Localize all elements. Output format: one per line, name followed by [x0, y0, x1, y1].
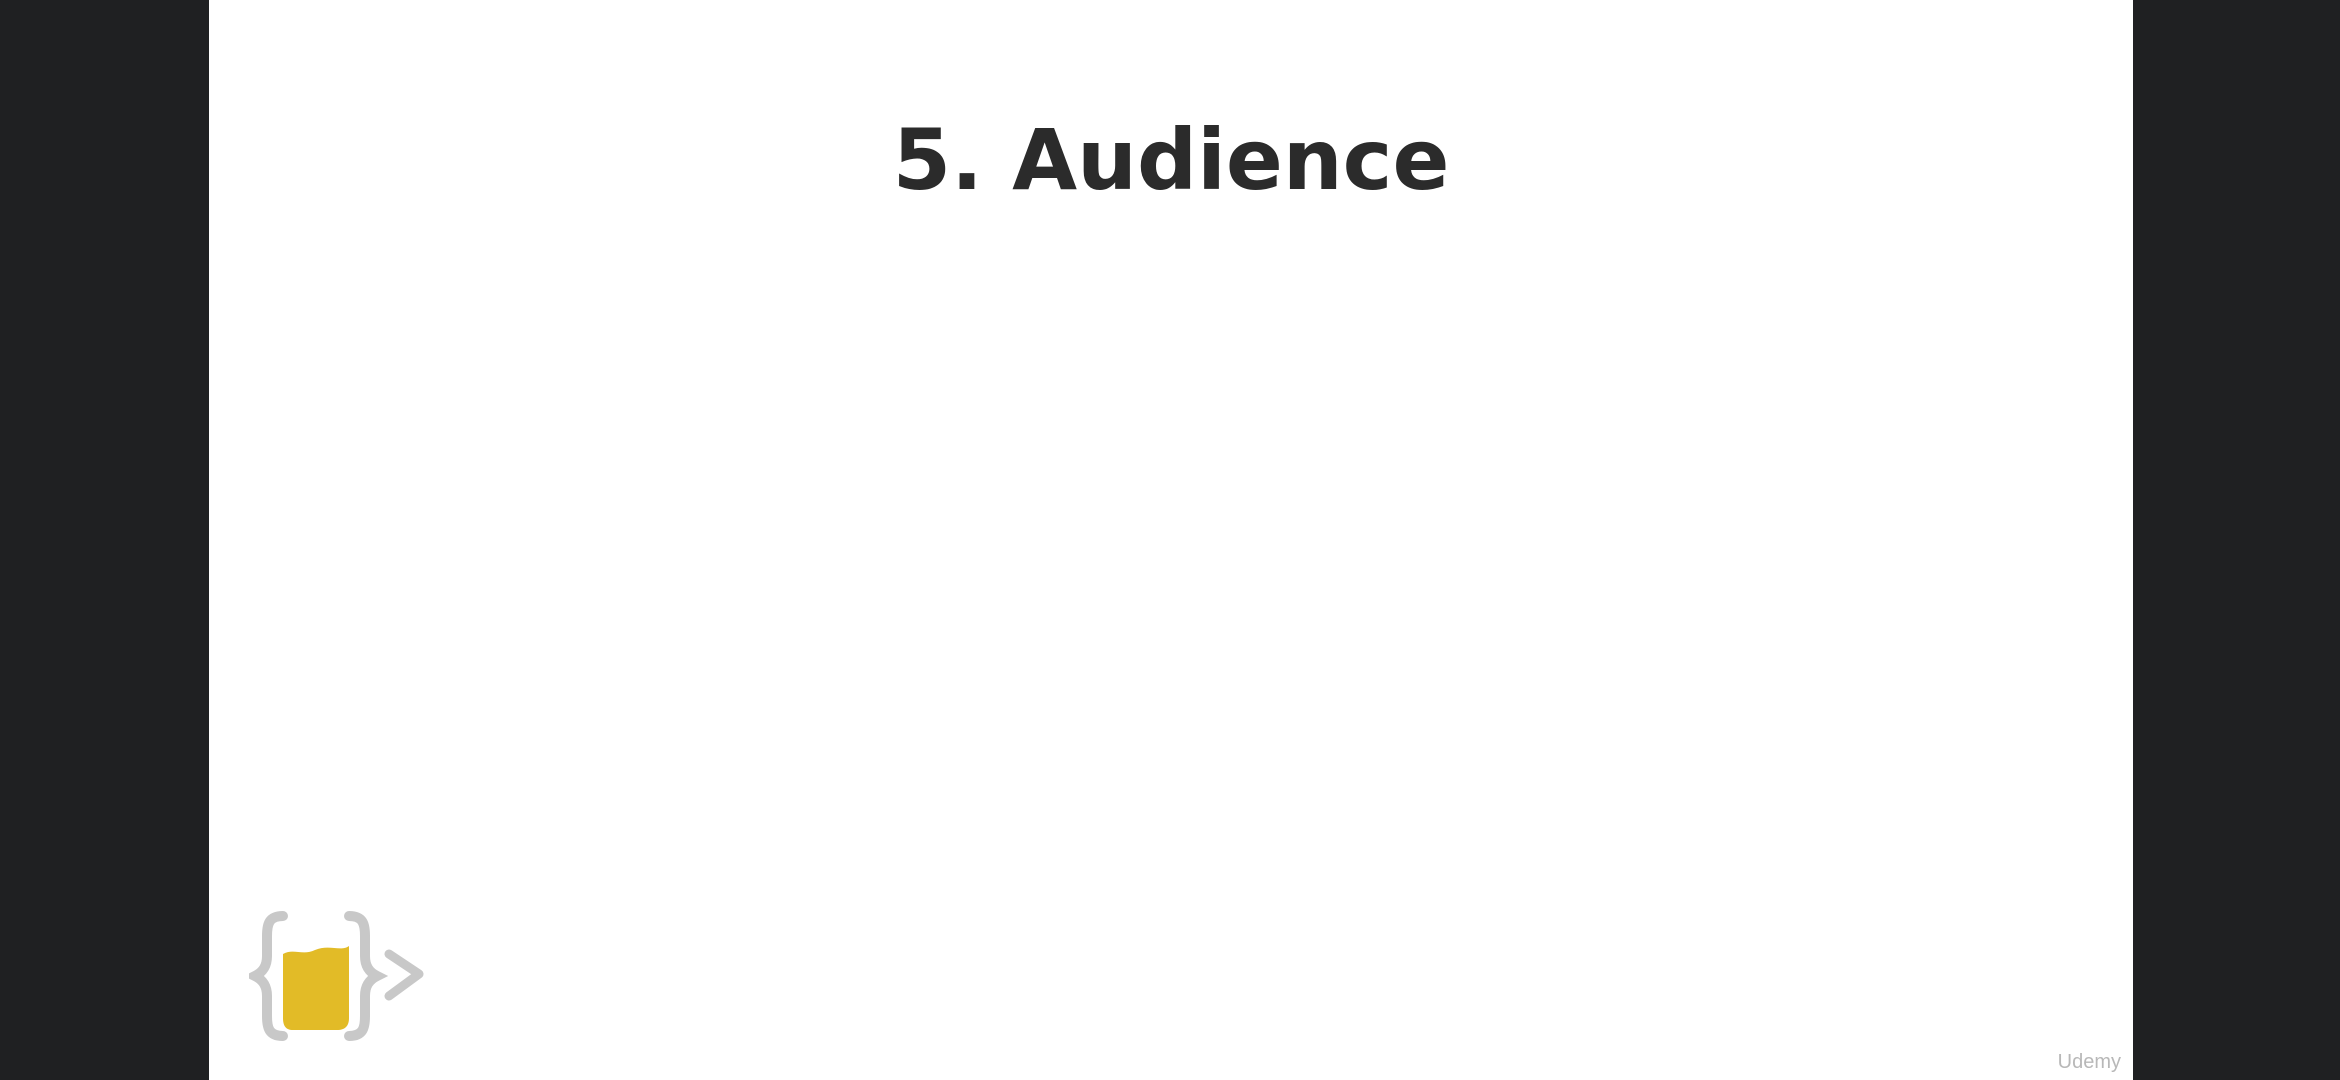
course-logo-icon [249, 910, 425, 1042]
udemy-watermark: Udemy [2057, 1051, 2121, 1073]
slide-title: 5. Audience [892, 111, 1450, 209]
presentation-slide: 5. Audience Udemy [209, 0, 2133, 1080]
